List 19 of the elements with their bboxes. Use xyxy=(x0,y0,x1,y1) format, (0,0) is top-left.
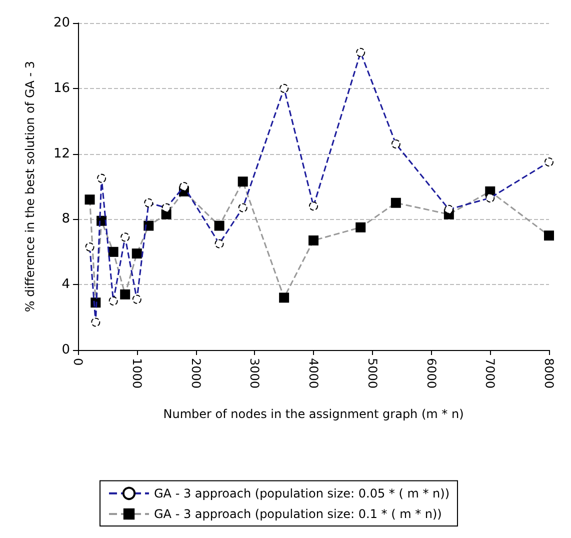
y-tick-label: 20 xyxy=(53,16,70,30)
x-tick-label: 6000 xyxy=(424,358,438,389)
legend-label: GA - 3 approach (population size: 0.1 * ( m * n)) xyxy=(154,507,442,521)
x-tick-label: 1000 xyxy=(130,358,144,389)
x-tick-label: 8000 xyxy=(542,358,556,389)
y-tick-label: 16 xyxy=(53,80,70,96)
x-tick-label: 4000 xyxy=(306,358,320,389)
y-tick-label: 4 xyxy=(62,277,70,292)
x-tick-label: 5000 xyxy=(365,358,380,389)
x-tick-label: 0 xyxy=(71,358,85,366)
x-tick-label: 2000 xyxy=(188,358,203,389)
x-tick-label: 7000 xyxy=(483,358,498,389)
x-tick-label: 3000 xyxy=(248,358,262,389)
y-tick-label: 12 xyxy=(53,146,70,162)
y-axis-title: % difference in the best solution of GA - 3 xyxy=(23,60,37,312)
x-axis-title: Number of nodes in the assignment graph (m * n) xyxy=(163,407,464,421)
y-tick-label: 0 xyxy=(62,342,70,358)
y-tick-label: 8 xyxy=(62,212,70,227)
legend-label: GA - 3 approach (population size: 0.05 * ( m * n)) xyxy=(154,486,450,500)
